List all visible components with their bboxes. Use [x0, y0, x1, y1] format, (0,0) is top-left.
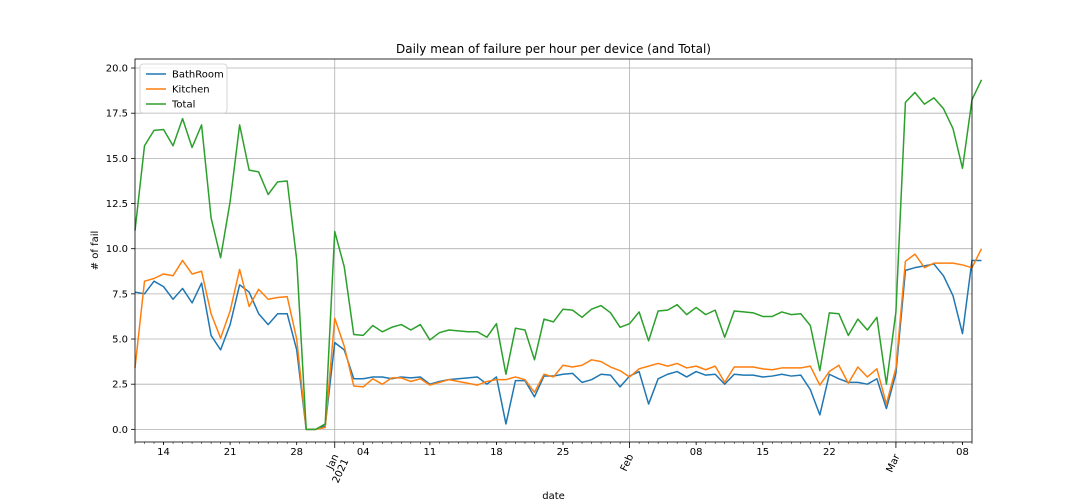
series-line-total [134, 79, 983, 431]
x-minor-tick-label: 15 [756, 447, 769, 458]
x-minor-tick-label: 04 [357, 447, 370, 458]
x-minor-tick-label: 08 [690, 447, 703, 458]
x-minor-tick-label: 18 [490, 447, 503, 458]
y-tick-label: 2.5 [112, 380, 128, 391]
y-axis: 0.0 2.5 5.0 7.5 10.0 12.5 15.0 17.5 20.0 [106, 64, 135, 436]
x-minor-tick-label: 21 [224, 447, 237, 458]
x-axis-label: date [542, 491, 565, 502]
y-tick-label: 0.0 [112, 425, 128, 436]
y-tick-label: 12.5 [106, 199, 128, 210]
y-tick-label: 15.0 [106, 154, 128, 165]
legend-label: Kitchen [172, 85, 210, 96]
x-minor-tick-label: 22 [823, 447, 836, 458]
series-lines [134, 79, 983, 431]
legend: BathRoom Kitchen Total [139, 63, 228, 114]
y-tick-label: 5.0 [112, 335, 128, 346]
legend-label: BathRoom [172, 70, 224, 81]
x-minor-tick-label: 25 [557, 447, 570, 458]
legend-box [139, 63, 228, 114]
x-minor-tick-label: 08 [956, 447, 969, 458]
grid-lines [135, 59, 972, 442]
y-tick-label: 17.5 [106, 109, 128, 120]
y-tick-label: 20.0 [106, 64, 128, 75]
chart-title: Daily mean of failure per hour per devic… [396, 42, 711, 56]
y-tick-label: 10.0 [106, 244, 128, 255]
series-line-kitchen [134, 248, 983, 431]
legend-label: Total [171, 100, 195, 111]
y-tick-label: 7.5 [112, 289, 128, 300]
x-minor-tick-label: 28 [290, 447, 303, 458]
y-axis-label: # of fail [90, 231, 101, 271]
x-minor-tick-label: 11 [423, 447, 436, 458]
x-minor-tick-label: 14 [157, 447, 170, 458]
series-line-bathroom [134, 259, 982, 431]
